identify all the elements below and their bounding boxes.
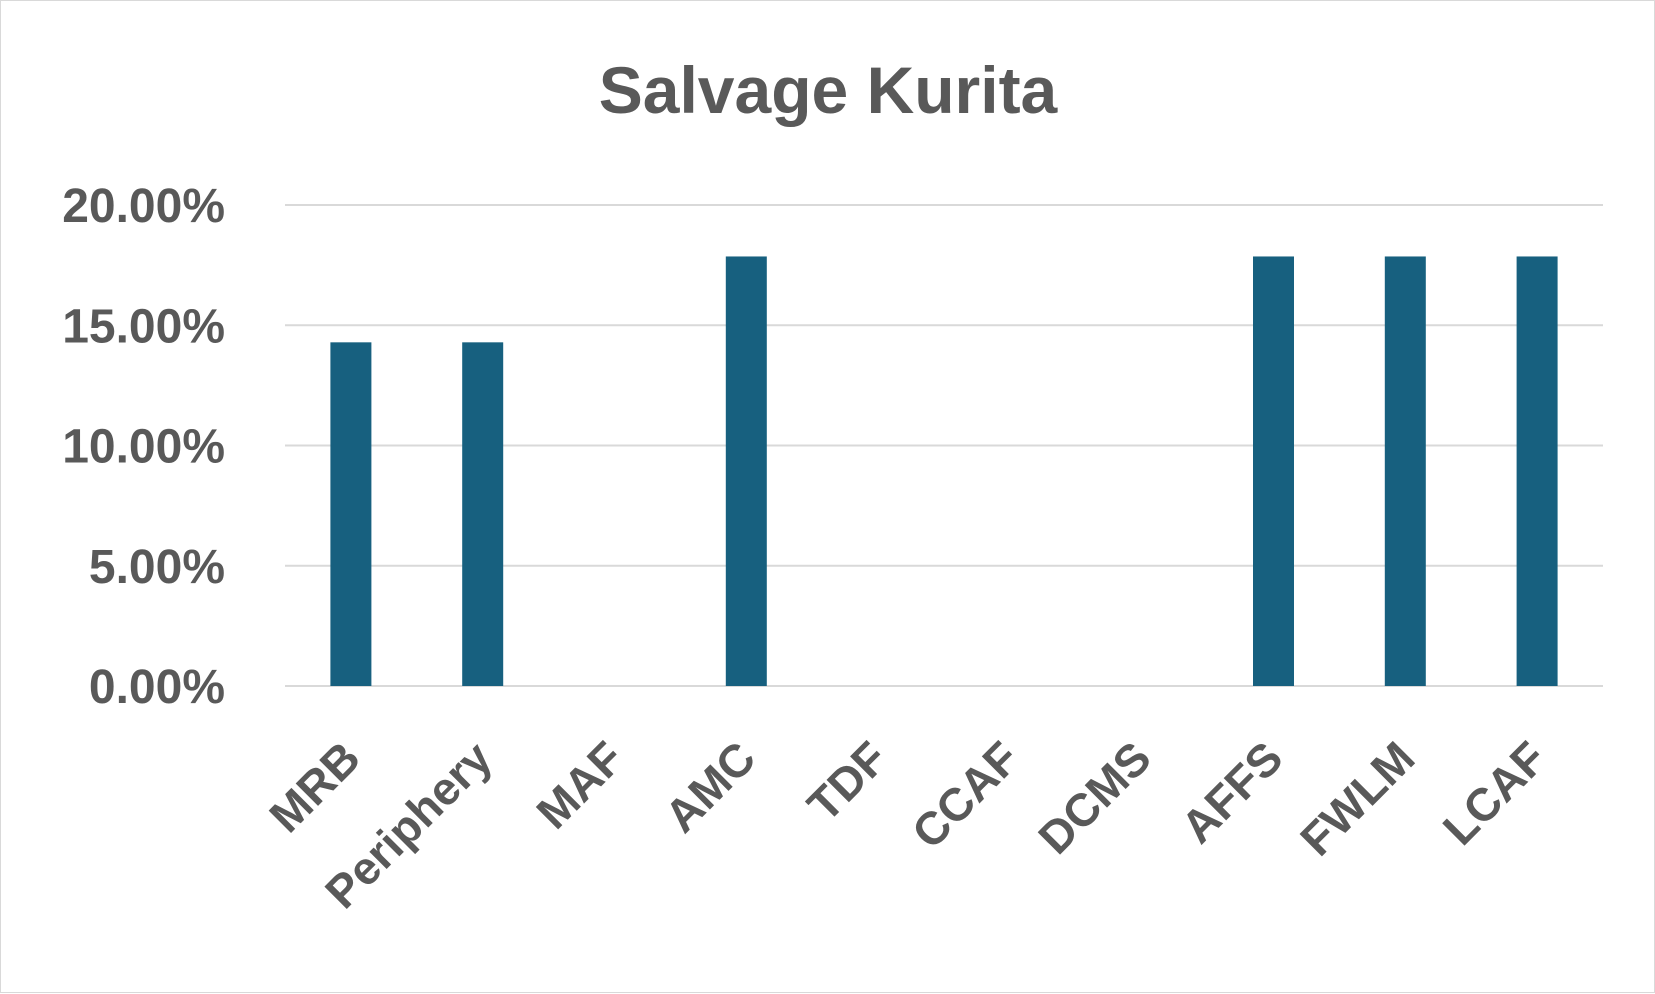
category-label: MAF bbox=[526, 731, 633, 838]
chart-title: Salvage Kurita bbox=[599, 53, 1059, 127]
y-tick-label: 0.00% bbox=[89, 661, 225, 714]
category-label: AFFS bbox=[1171, 731, 1293, 853]
y-tick-label: 5.00% bbox=[89, 541, 225, 594]
y-tick-label: 20.00% bbox=[62, 180, 225, 233]
bar bbox=[462, 342, 504, 686]
bar bbox=[1384, 256, 1426, 686]
category-label: MRB bbox=[259, 731, 370, 842]
y-tick-label: 15.00% bbox=[62, 300, 225, 353]
bar bbox=[330, 342, 372, 686]
gridlines bbox=[285, 204, 1603, 687]
bars bbox=[330, 256, 1558, 686]
category-label: FWLM bbox=[1290, 731, 1424, 865]
category-label: AMC bbox=[655, 731, 766, 842]
category-label: CCAF bbox=[902, 731, 1029, 858]
bar bbox=[725, 256, 767, 686]
category-label: LCAF bbox=[1433, 731, 1556, 854]
category-label: DCMS bbox=[1028, 731, 1161, 864]
bar bbox=[1516, 256, 1558, 686]
y-tick-label: 10.00% bbox=[62, 421, 225, 474]
bar bbox=[1253, 256, 1294, 686]
y-axis-tick-labels: 0.00% 5.00% 10.00% 15.00% 20.00% bbox=[62, 180, 225, 714]
category-label: TDF bbox=[797, 731, 897, 831]
